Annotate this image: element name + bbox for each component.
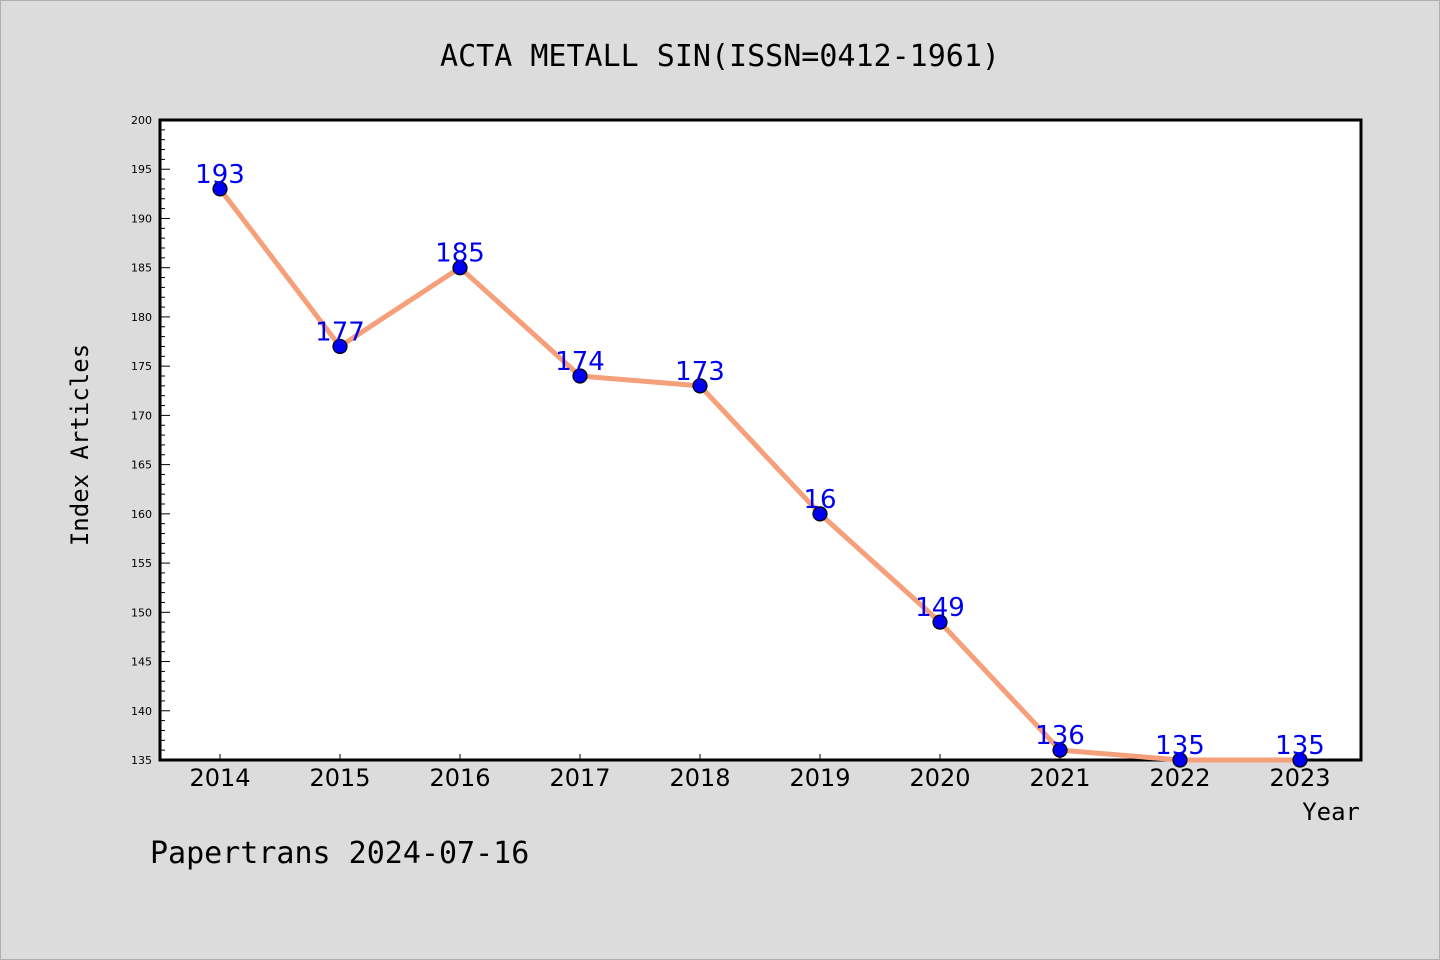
- footer-credit: Papertrans 2024-07-16: [150, 836, 529, 871]
- y-axis: 135 140 145 150 155 160 165 170 175 180 185 190 195 2…: [131, 114, 170, 767]
- x-axis-label: Year: [1302, 798, 1360, 826]
- x-tick-label: 2015: [309, 764, 370, 792]
- data-label: 177: [315, 317, 365, 347]
- x-tick-label: 2022: [1149, 764, 1210, 792]
- data-points: [212, 181, 1308, 768]
- data-point: [1172, 752, 1188, 768]
- y-tick-label: 175: [131, 360, 152, 373]
- x-tick-label: 2016: [429, 764, 490, 792]
- data-point: [812, 506, 828, 522]
- data-label: 185: [435, 239, 485, 269]
- chart-title: ACTA METALL SIN(ISSN=0412-1961): [440, 39, 1000, 74]
- y-tick-label: 150: [131, 606, 152, 619]
- x-tick-label: 2014: [189, 764, 250, 792]
- data-point: [572, 368, 588, 384]
- data-label: 149: [915, 593, 965, 623]
- x-tick-label: 2020: [909, 764, 970, 792]
- y-tick-label: 180: [131, 311, 152, 324]
- data-point: [1292, 752, 1308, 768]
- data-point: [212, 181, 228, 197]
- plot-area: [158, 118, 1363, 762]
- data-point: [1052, 742, 1068, 758]
- data-label: 135: [1155, 731, 1205, 761]
- y-tick-label: 200: [131, 114, 152, 127]
- data-label: 173: [675, 357, 725, 387]
- y-tick-label: 185: [131, 262, 152, 275]
- y-tick-label: 145: [131, 656, 152, 669]
- y-axis-label: Index Articles: [66, 344, 94, 546]
- data-point: [332, 338, 348, 355]
- x-tick-label: 2018: [669, 764, 730, 792]
- data-label: 135: [1275, 731, 1325, 761]
- x-tick-label: 2021: [1029, 764, 1090, 792]
- series-line: [218, 187, 1300, 763]
- y-tick-label: 195: [131, 163, 152, 176]
- data-label: 16: [803, 485, 836, 515]
- x-tick-label: 2019: [789, 764, 850, 792]
- data-point: [932, 614, 948, 630]
- data-point: [452, 260, 468, 276]
- data-label: 174: [555, 347, 605, 377]
- data-labels: 193 177 185 174 173 16 149 136 135 135: [195, 160, 1325, 761]
- y-tick-label: 165: [131, 459, 152, 472]
- x-tick-label: 2023: [1269, 764, 1330, 792]
- data-label: 193: [195, 160, 245, 190]
- y-tick-label: 170: [131, 409, 152, 422]
- y-tick-label: 160: [131, 508, 152, 521]
- y-tick-label: 190: [131, 212, 152, 225]
- y-tick-label: 155: [131, 557, 152, 570]
- x-tick-label: 2017: [549, 764, 610, 792]
- y-tick-label: 135: [131, 754, 152, 767]
- data-point: [692, 378, 708, 394]
- y-tick-label: 140: [131, 705, 152, 718]
- data-label: 136: [1035, 721, 1085, 751]
- x-axis: 2014 2015 2016 2017 2018 2019 2020 2021 2022 2023: [189, 754, 1331, 792]
